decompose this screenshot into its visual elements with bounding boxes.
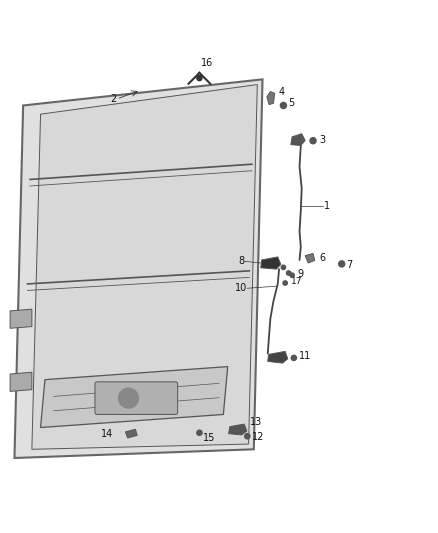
Text: 1: 1 [323,200,329,211]
Text: 13: 13 [251,417,263,427]
Text: 4: 4 [279,87,285,98]
Text: 15: 15 [203,433,215,442]
Polygon shape [41,367,228,427]
Text: 9: 9 [297,269,304,279]
Text: 11: 11 [299,351,311,361]
Polygon shape [32,85,257,449]
Circle shape [245,434,250,439]
FancyBboxPatch shape [95,382,178,415]
Text: 6: 6 [319,253,325,263]
Circle shape [280,102,286,109]
Text: 10: 10 [235,283,247,293]
Circle shape [291,356,297,360]
Polygon shape [261,257,281,269]
Circle shape [286,271,291,275]
Text: 5: 5 [289,98,295,108]
Polygon shape [10,372,32,391]
Text: 7: 7 [346,260,353,270]
Polygon shape [14,79,262,458]
Circle shape [283,281,287,285]
Circle shape [281,265,286,270]
Text: 16: 16 [201,59,213,68]
Text: 8: 8 [238,256,244,266]
Text: 17: 17 [291,277,302,286]
Text: 14: 14 [102,429,114,439]
Text: 2: 2 [110,94,117,104]
Circle shape [339,261,345,267]
Polygon shape [267,92,275,104]
Circle shape [119,388,138,408]
Circle shape [290,273,294,277]
Polygon shape [291,134,305,146]
Text: 12: 12 [252,432,264,442]
Circle shape [197,430,202,435]
Polygon shape [268,351,288,363]
Polygon shape [305,254,315,263]
Polygon shape [10,309,32,328]
Text: 3: 3 [319,135,325,146]
Circle shape [310,138,316,144]
Polygon shape [125,429,137,438]
Circle shape [197,76,202,80]
Polygon shape [229,424,247,435]
